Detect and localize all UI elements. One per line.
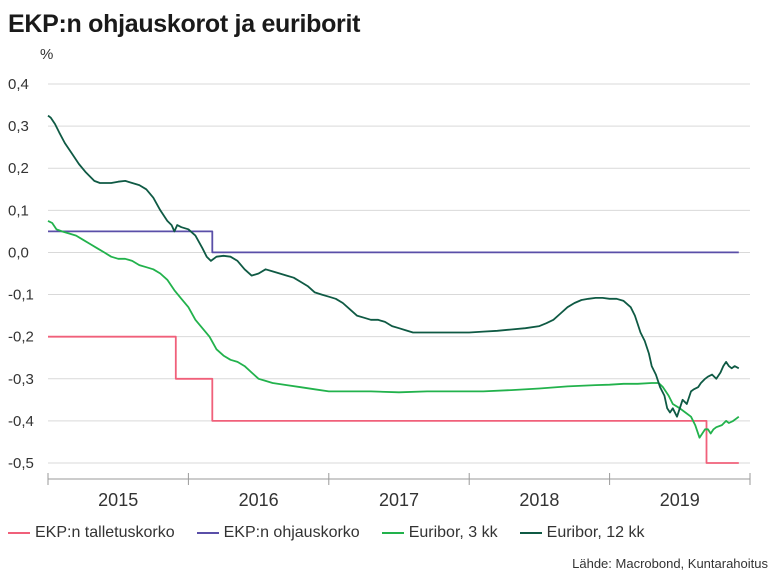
- y-tick-label: 0,4: [8, 76, 29, 93]
- x-tick-label: 2015: [98, 490, 138, 510]
- legend-swatch: [381, 531, 404, 535]
- y-tick-label: 0,0: [8, 244, 29, 261]
- series-line-2: [48, 230, 739, 254]
- legend-swatch: [519, 531, 542, 535]
- legend-item-3: Euribor, 3 kk: [381, 524, 498, 542]
- legend-label: EKP:n ohjauskorko: [223, 524, 360, 541]
- legend-label: Euribor, 3 kk: [408, 524, 498, 541]
- legend-label: EKP:n talletuskorko: [35, 524, 175, 541]
- gridlines: [48, 83, 750, 464]
- x-tick-label: 2016: [239, 490, 279, 510]
- y-axis-tick-labels: 0,4 0,3 0,2 0,1 0,0 -0,1 -0,2 -0,3 -0,4 -0,5: [8, 76, 34, 472]
- y-tick-label: -0,1: [8, 287, 34, 304]
- y-tick-label: -0,2: [8, 329, 34, 346]
- x-tick-label: 2017: [379, 490, 419, 510]
- y-axis-unit-label: %: [40, 46, 54, 63]
- y-tick-label: 0,2: [8, 160, 29, 177]
- legend-label: Euribor, 12 kk: [546, 524, 645, 541]
- legend-item-2: EKP:n ohjauskorko: [196, 524, 360, 542]
- chart-title: EKP:n ohjauskorot ja euriborit: [8, 10, 361, 38]
- y-tick-label: 0,1: [8, 202, 29, 219]
- y-tick-label: -0,3: [8, 371, 34, 388]
- series-line-4: [47, 114, 740, 418]
- x-tick-label: 2019: [660, 490, 700, 510]
- legend: EKP:n talletuskorko EKP:n ohjauskorko Euri…: [8, 524, 666, 542]
- legend-item-1: EKP:n talletuskorko: [8, 524, 175, 542]
- x-tick-label: 2018: [519, 490, 559, 510]
- series-line-1: [48, 335, 739, 464]
- y-tick-label: -0,5: [8, 455, 34, 472]
- x-axis: 2015 2016 2017 2018 2019: [47, 473, 751, 510]
- legend-swatch: [196, 531, 219, 535]
- series-line-3: [47, 220, 740, 439]
- series-lines: [47, 114, 740, 464]
- y-tick-label: -0,4: [8, 413, 34, 430]
- legend-swatch: [8, 531, 30, 535]
- source-note: Lähde: Macrobond, Kuntarahoitus: [572, 556, 768, 571]
- y-tick-label: 0,3: [8, 118, 29, 135]
- legend-item-4: Euribor, 12 kk: [519, 524, 645, 542]
